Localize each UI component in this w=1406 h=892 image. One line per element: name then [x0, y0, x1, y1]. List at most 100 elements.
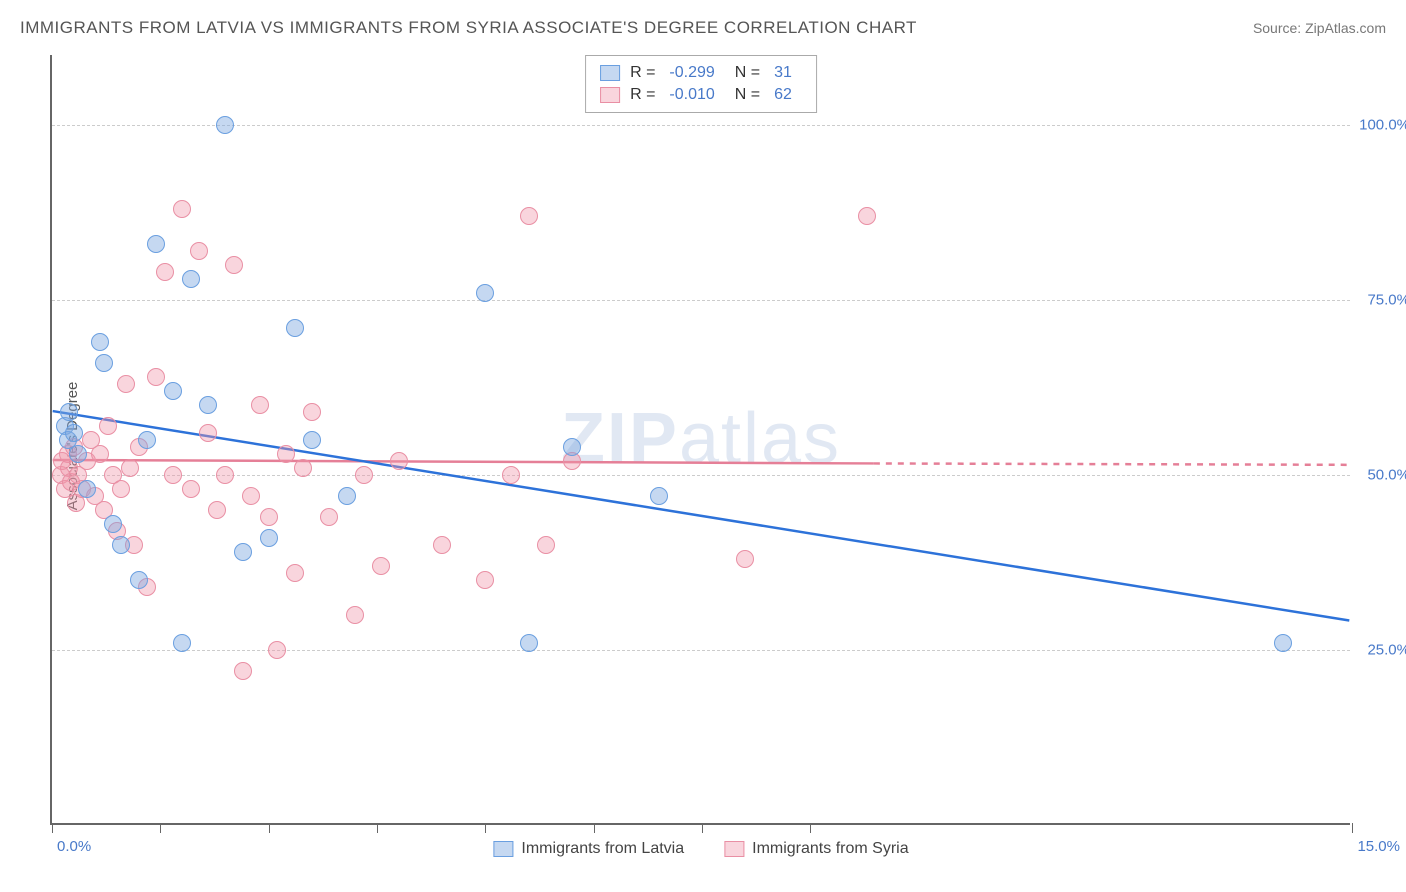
data-point	[286, 319, 304, 337]
data-point	[736, 550, 754, 568]
y-tick-label: 100.0%	[1359, 117, 1406, 134]
data-point	[303, 431, 321, 449]
source-label: Source: ZipAtlas.com	[1253, 20, 1386, 36]
data-point	[225, 256, 243, 274]
data-point	[1274, 634, 1292, 652]
data-point	[320, 508, 338, 526]
data-point	[355, 466, 373, 484]
data-point	[260, 529, 278, 547]
grid-line	[52, 300, 1350, 301]
x-tick	[702, 823, 703, 833]
data-point	[60, 403, 78, 421]
x-tick	[160, 823, 161, 833]
x-tick	[52, 823, 53, 833]
legend-item-syria: Immigrants from Syria	[724, 840, 908, 858]
x-tick	[594, 823, 595, 833]
r-value-syria: -0.010	[669, 86, 714, 104]
data-point	[476, 284, 494, 302]
data-point	[372, 557, 390, 575]
y-tick-label: 75.0%	[1367, 292, 1406, 309]
stats-row-latvia: R = -0.299 N = 31	[600, 62, 802, 84]
data-point	[199, 424, 217, 442]
swatch-latvia	[600, 65, 620, 81]
data-point	[208, 501, 226, 519]
stats-legend-box: R = -0.299 N = 31 R = -0.010 N = 62	[585, 55, 817, 113]
data-point	[147, 235, 165, 253]
data-point	[234, 543, 252, 561]
grid-line	[52, 125, 1350, 126]
y-tick-label: 25.0%	[1367, 642, 1406, 659]
data-point	[502, 466, 520, 484]
data-point	[199, 396, 217, 414]
stats-row-syria: R = -0.010 N = 62	[600, 84, 802, 106]
n-value-latvia: 31	[774, 64, 792, 82]
legend-swatch-latvia	[493, 841, 513, 857]
chart-title: IMMIGRANTS FROM LATVIA VS IMMIGRANTS FRO…	[20, 18, 917, 38]
bottom-legend: Immigrants from Latvia Immigrants from S…	[493, 840, 908, 858]
data-point	[156, 263, 174, 281]
data-point	[476, 571, 494, 589]
data-point	[286, 564, 304, 582]
x-tick	[810, 823, 811, 833]
data-point	[242, 487, 260, 505]
data-point	[104, 515, 122, 533]
data-point	[563, 438, 581, 456]
data-point	[138, 431, 156, 449]
x-tick	[485, 823, 486, 833]
data-point	[164, 466, 182, 484]
data-point	[216, 116, 234, 134]
x-max-label: 15.0%	[1357, 838, 1400, 855]
data-point	[520, 207, 538, 225]
data-point	[268, 641, 286, 659]
data-point	[182, 270, 200, 288]
data-point	[95, 354, 113, 372]
data-point	[303, 403, 321, 421]
data-point	[65, 424, 83, 442]
r-value-latvia: -0.299	[669, 64, 714, 82]
x-tick	[1352, 823, 1353, 833]
data-point	[112, 480, 130, 498]
grid-line	[52, 475, 1350, 476]
grid-line	[52, 650, 1350, 651]
data-point	[99, 417, 117, 435]
data-point	[390, 452, 408, 470]
watermark: ZIPatlas	[561, 398, 841, 480]
data-point	[190, 242, 208, 260]
data-point	[69, 445, 87, 463]
data-point	[91, 333, 109, 351]
x-tick	[377, 823, 378, 833]
data-point	[520, 634, 538, 652]
x-min-label: 0.0%	[57, 838, 91, 855]
data-point	[164, 382, 182, 400]
data-point	[858, 207, 876, 225]
data-point	[234, 662, 252, 680]
data-point	[130, 571, 148, 589]
data-point	[112, 536, 130, 554]
data-point	[338, 487, 356, 505]
data-point	[650, 487, 668, 505]
data-point	[173, 200, 191, 218]
data-point	[173, 634, 191, 652]
legend-item-latvia: Immigrants from Latvia	[493, 840, 684, 858]
data-point	[121, 459, 139, 477]
data-point	[91, 445, 109, 463]
data-point	[537, 536, 555, 554]
data-point	[433, 536, 451, 554]
plot-area: ZIPatlas 25.0%50.0%75.0%100.0% R = -0.29…	[50, 55, 1350, 825]
data-point	[216, 466, 234, 484]
n-value-syria: 62	[774, 86, 792, 104]
data-point	[277, 445, 295, 463]
y-tick-label: 50.0%	[1367, 467, 1406, 484]
data-point	[294, 459, 312, 477]
data-point	[78, 480, 96, 498]
data-point	[251, 396, 269, 414]
data-point	[346, 606, 364, 624]
legend-label-latvia: Immigrants from Latvia	[521, 840, 684, 858]
swatch-syria	[600, 87, 620, 103]
legend-swatch-syria	[724, 841, 744, 857]
data-point	[182, 480, 200, 498]
data-point	[147, 368, 165, 386]
legend-label-syria: Immigrants from Syria	[752, 840, 908, 858]
trend-lines	[52, 55, 1350, 823]
data-point	[260, 508, 278, 526]
